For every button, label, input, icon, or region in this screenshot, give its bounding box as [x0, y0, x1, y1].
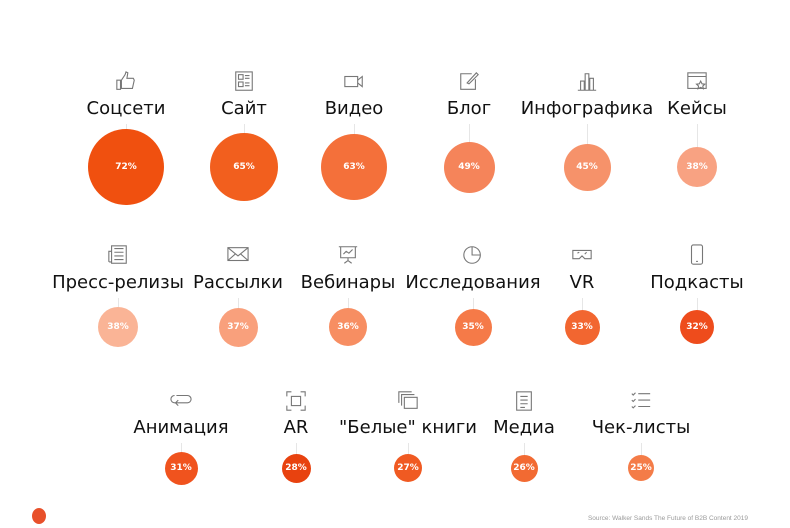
bubble-label: Подкасты	[650, 272, 744, 293]
bubble-label: Чек-листы	[591, 417, 691, 438]
bubble-value: 25%	[630, 463, 652, 473]
bubble-circle: 72%	[88, 129, 164, 205]
connector-line	[641, 443, 642, 455]
bubble-value: 27%	[397, 463, 419, 473]
video-camera-icon	[342, 71, 366, 93]
connector-line	[524, 443, 525, 455]
bubble-label: Соцсети	[86, 98, 166, 119]
browser-star-icon	[685, 71, 709, 93]
stacked-documents-icon	[396, 390, 420, 412]
loop-icon	[169, 390, 193, 412]
newspaper-icon	[106, 244, 130, 266]
bubble-label: Видео	[324, 98, 384, 119]
bubble-label: Рассылки	[193, 272, 283, 293]
smartphone-icon	[685, 244, 709, 266]
connector-line	[238, 298, 239, 308]
bubble-circle: 65%	[210, 133, 278, 201]
connector-line	[469, 124, 470, 142]
bubble-circle: 33%	[564, 309, 600, 345]
connector-line	[582, 298, 583, 310]
connector-line	[118, 298, 119, 307]
bubble-circle: 49%	[443, 141, 495, 193]
bubble-value: 33%	[571, 322, 593, 332]
bubble-label: "Белые" книги	[339, 417, 477, 438]
bubble-label: Пресс-релизы	[52, 272, 184, 293]
edit-note-icon	[457, 71, 481, 93]
bubble-circle: 35%	[454, 308, 492, 346]
vr-headset-icon	[570, 244, 594, 266]
connector-line	[697, 124, 698, 147]
connector-line	[296, 443, 297, 454]
bubble-value: 36%	[337, 322, 359, 332]
checklist-icon	[629, 390, 653, 412]
bubble-label: Вебинары	[300, 272, 396, 293]
bubble-value: 32%	[686, 322, 708, 332]
bubble-value: 26%	[513, 463, 535, 473]
connector-line	[587, 124, 588, 144]
bubble-circle: 38%	[677, 147, 717, 187]
bubble-circle: 37%	[218, 307, 258, 347]
bubble-value: 38%	[686, 162, 708, 172]
bubble-label: VR	[569, 272, 595, 293]
bubble-value: 63%	[343, 162, 365, 172]
ar-frame-icon	[284, 390, 308, 412]
bubble-label: Медиа	[493, 417, 555, 438]
bubble-label: Анимация	[133, 417, 229, 438]
bubble-value: 37%	[227, 322, 249, 332]
bubble-circle: 38%	[98, 307, 138, 347]
document-icon	[512, 390, 536, 412]
brand-logo	[32, 508, 46, 524]
connector-line	[354, 124, 355, 134]
bubble-value: 35%	[462, 322, 484, 332]
bubble-circle: 28%	[281, 453, 311, 483]
bubble-circle: 25%	[628, 455, 654, 481]
bubble-label: Кейсы	[667, 98, 727, 119]
bubble-value: 31%	[170, 463, 192, 473]
website-layout-icon	[232, 71, 256, 93]
bubble-value: 45%	[576, 162, 598, 172]
bubble-circle: 36%	[329, 308, 367, 346]
pie-chart-icon	[461, 244, 485, 266]
bubble-circle: 26%	[510, 454, 538, 482]
source-note: Source: Walker Sands The Future of B2B C…	[587, 515, 748, 522]
bubble-value: 65%	[233, 162, 255, 172]
bubble-circle: 27%	[394, 454, 422, 482]
bubble-value: 49%	[458, 162, 480, 172]
bubble-label: Инфографика	[520, 98, 654, 119]
connector-line	[244, 124, 245, 133]
bubble-label: Сайт	[221, 98, 267, 119]
connector-line	[348, 298, 349, 308]
connector-line	[126, 124, 127, 129]
bubble-label: AR	[283, 417, 309, 438]
bubble-circle: 45%	[563, 143, 611, 191]
bubble-label: Исследования	[405, 272, 541, 293]
connector-line	[408, 443, 409, 454]
thumbs-up-icon	[114, 71, 138, 93]
bubble-value: 38%	[107, 322, 129, 332]
connector-line	[473, 298, 474, 309]
bubble-circle: 31%	[164, 451, 198, 485]
connector-line	[697, 298, 698, 310]
bubble-value: 28%	[285, 463, 307, 473]
bar-chart-icon	[575, 71, 599, 93]
connector-line	[181, 443, 182, 452]
presentation-board-icon	[336, 244, 360, 266]
bubble-circle: 32%	[680, 310, 714, 344]
bubble-value: 72%	[115, 162, 137, 172]
envelope-icon	[226, 244, 250, 266]
bubble-label: Блог	[446, 98, 492, 119]
bubble-circle: 63%	[321, 134, 387, 200]
